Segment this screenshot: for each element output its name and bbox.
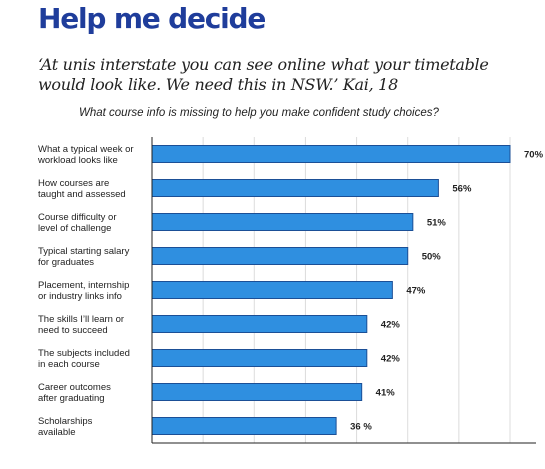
category-label-5-0: The skills I’ll learn or bbox=[38, 314, 124, 325]
category-label-8-1: available bbox=[38, 427, 76, 438]
bar-0 bbox=[151, 145, 511, 163]
category-label-0-1: workload looks like bbox=[37, 155, 118, 166]
bar-6 bbox=[151, 349, 368, 367]
category-label-3-0: Typical starting salary bbox=[38, 246, 130, 257]
page-title: Help me decide bbox=[38, 2, 266, 35]
bar-4 bbox=[151, 281, 393, 299]
value-label-3: 50% bbox=[422, 252, 442, 263]
bar-3 bbox=[151, 247, 409, 265]
category-label-7-1: after graduating bbox=[38, 393, 105, 404]
value-label-4: 47% bbox=[406, 286, 426, 297]
category-label-0-0: What a typical week or bbox=[38, 144, 134, 155]
category-label-2-0: Course difficulty or bbox=[38, 212, 117, 223]
value-label-8: 36 % bbox=[350, 422, 372, 433]
value-label-5: 42% bbox=[381, 320, 401, 331]
bar-2 bbox=[151, 213, 414, 231]
category-label-8-0: Scholarships bbox=[38, 416, 93, 427]
category-label-2-1: level of challenge bbox=[38, 223, 111, 234]
value-label-2: 51% bbox=[427, 218, 447, 229]
category-label-1-1: taught and assessed bbox=[38, 189, 126, 200]
student-quote: ‘At unis interstate you can see online w… bbox=[38, 55, 489, 94]
category-label-6-1: in each course bbox=[38, 359, 100, 370]
category-label-1-0: How courses are bbox=[38, 178, 109, 189]
category-label-3-1: for graduates bbox=[38, 257, 94, 268]
category-label-7-0: Career outcomes bbox=[38, 382, 111, 393]
category-label-4-0: Placement, internship bbox=[38, 280, 129, 291]
bar-5 bbox=[151, 315, 368, 333]
chart-title: What course info is missing to help you … bbox=[79, 107, 439, 119]
bar-1 bbox=[151, 179, 439, 197]
category-label-5-1: need to succeed bbox=[38, 325, 108, 336]
bar-7 bbox=[151, 383, 363, 401]
value-label-6: 42% bbox=[381, 354, 401, 365]
value-label-7: 41% bbox=[376, 388, 396, 399]
bar-8 bbox=[151, 417, 337, 435]
category-label-4-1: or industry links info bbox=[38, 291, 122, 302]
value-label-0: 70% bbox=[524, 150, 544, 161]
category-label-6-0: The subjects included bbox=[38, 348, 130, 359]
value-label-1: 56% bbox=[452, 184, 472, 195]
